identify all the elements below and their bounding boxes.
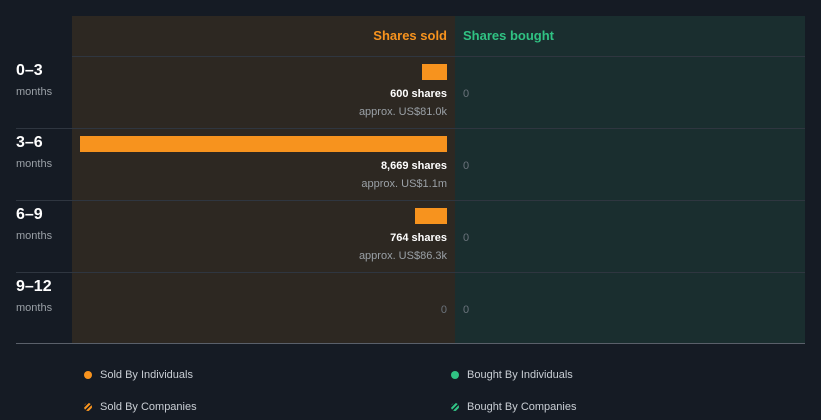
bought-column-background — [455, 16, 805, 343]
legend-label: Bought By Individuals — [467, 369, 573, 381]
sold-shares-label: 8,669 shares — [380, 160, 447, 172]
bought-value-label: 0 — [463, 304, 470, 316]
sold-value-label: 0 — [440, 304, 447, 316]
bought-value-label: 0 — [463, 232, 470, 244]
row-divider — [16, 200, 805, 201]
period-unit: months — [16, 302, 53, 314]
row-divider — [72, 56, 805, 57]
legend-label: Sold By Companies — [100, 401, 197, 413]
sold-value-label: approx. US$81.0k — [358, 106, 447, 118]
bought-value-label: 0 — [463, 160, 470, 172]
row-divider — [16, 272, 805, 273]
row-divider — [16, 128, 805, 129]
legend-hatched-dot-icon — [84, 403, 92, 411]
legend-label: Sold By Individuals — [100, 369, 193, 381]
legend-hatched-dot-icon — [451, 403, 459, 411]
chart-baseline — [16, 343, 805, 344]
sold-shares-label: 600 shares — [390, 88, 447, 100]
legend-bought-individuals[interactable]: Bought By Individuals — [451, 369, 573, 381]
bought-value-label: 0 — [463, 88, 470, 100]
legend-sold-individuals[interactable]: Sold By Individuals — [84, 369, 193, 381]
legend-bought-companies[interactable]: Bought By Companies — [451, 401, 576, 413]
period-label: 9–12 — [16, 278, 52, 295]
period-unit: months — [16, 86, 53, 98]
sold-bar[interactable] — [421, 64, 447, 80]
period-label: 3–6 — [16, 134, 43, 151]
period-label: 6–9 — [16, 206, 43, 223]
header-shares-bought: Shares bought — [463, 28, 555, 43]
period-unit: months — [16, 158, 53, 170]
header-shares-sold: Shares sold — [373, 28, 447, 43]
legend-dot-icon — [451, 371, 459, 379]
legend-sold-companies[interactable]: Sold By Companies — [84, 401, 197, 413]
sold-bar[interactable] — [80, 136, 447, 152]
sold-value-label: approx. US$86.3k — [358, 250, 447, 262]
legend-dot-icon — [84, 371, 92, 379]
period-label: 0–3 — [16, 62, 43, 79]
legend-label: Bought By Companies — [467, 401, 577, 413]
sold-bar[interactable] — [414, 208, 447, 224]
period-unit: months — [16, 230, 53, 242]
sold-shares-label: 764 shares — [390, 232, 447, 244]
sold-column-background — [72, 16, 455, 343]
sold-value-label: approx. US$1.1m — [361, 178, 447, 190]
